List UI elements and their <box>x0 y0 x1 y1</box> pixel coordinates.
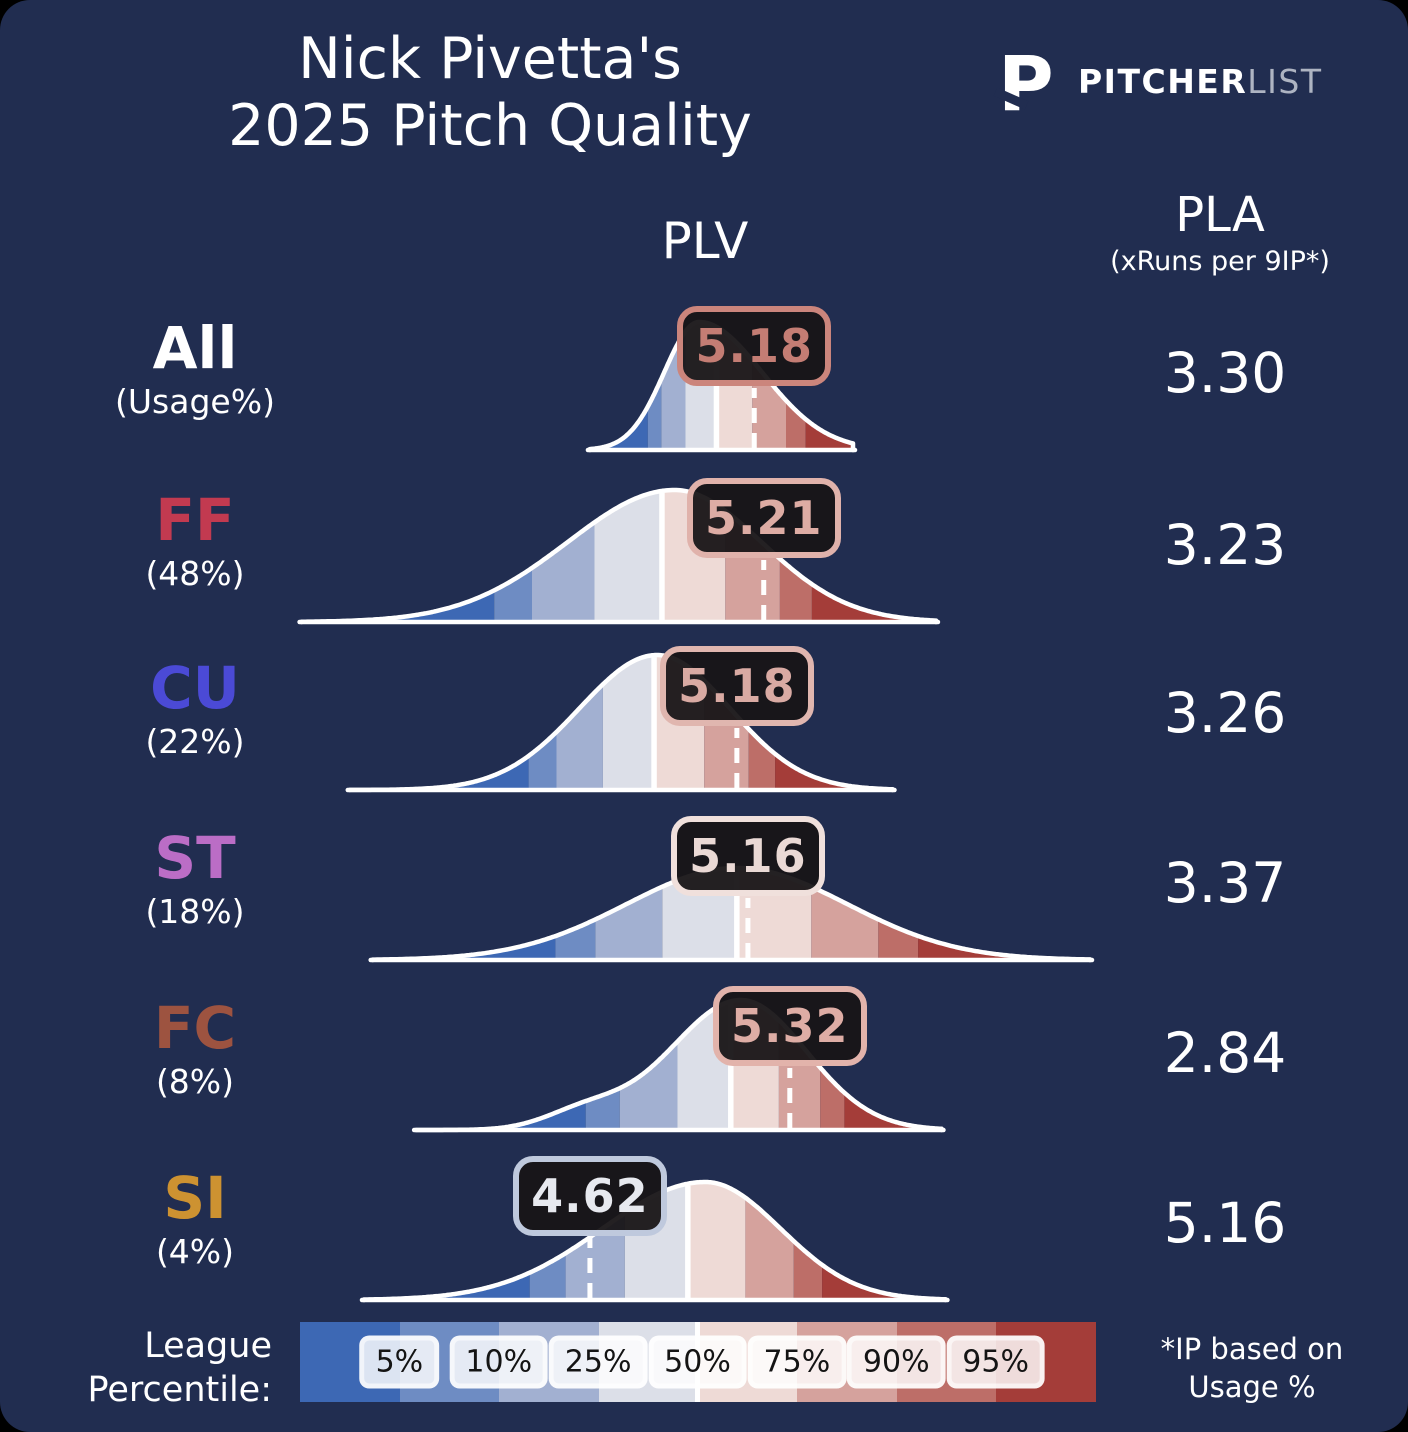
pitch-usage-label: (18%) <box>145 892 245 931</box>
density-band-fill <box>786 400 806 450</box>
density-band-fill <box>349 756 529 790</box>
pitch-usage-label: (48%) <box>145 554 245 593</box>
density-band-fill <box>528 732 557 790</box>
density-band-fill <box>602 655 655 790</box>
density-band-fill <box>372 936 556 960</box>
density-band-fill <box>364 1272 530 1300</box>
density-band-fill <box>775 753 893 790</box>
density-outline <box>299 487 939 625</box>
density-band-fill <box>687 1182 746 1300</box>
plv-density-plot <box>297 487 941 625</box>
pla-value: 2.84 <box>1163 1021 1287 1085</box>
density-band-fill <box>811 886 879 960</box>
density-band-fill <box>594 490 662 622</box>
density-band-fill <box>805 419 853 450</box>
pla-value: 3.23 <box>1163 513 1287 577</box>
density-band-fill <box>811 584 936 622</box>
legend-label: League Percentile: <box>87 1326 272 1411</box>
density-band-fill <box>844 1092 942 1130</box>
density-band-fill <box>822 1264 946 1300</box>
density-outline <box>413 997 944 1133</box>
pitcherlist-wordmark: PITCHERLIST <box>1078 62 1323 101</box>
density-band-fill <box>748 729 776 790</box>
density-band-fill <box>589 406 648 450</box>
page-title-line1: Nick Pivetta's <box>298 26 682 92</box>
plv-density-plot <box>359 1179 950 1303</box>
pitcherlist-logo: P PITCHERLIST <box>993 42 1398 128</box>
percentile-tick-chip: 25% <box>548 1335 648 1389</box>
density-band-fill <box>301 590 495 622</box>
density-band-fill <box>556 684 603 790</box>
pitch-code-label: ST <box>154 824 236 892</box>
pitch-code-label: CU <box>150 654 240 722</box>
density-band-fill <box>555 919 596 960</box>
pitch-code-label: SI <box>163 1164 227 1232</box>
plv-value-badge: 5.18 <box>677 306 832 386</box>
pitch-usage-label: (4%) <box>155 1232 235 1271</box>
pitch-code-label: All <box>152 314 238 382</box>
density-band-fill <box>529 1253 566 1300</box>
pitch-code-label: FF <box>155 486 235 554</box>
ip-footnote: *IP based on Usage % <box>1160 1332 1344 1404</box>
pla-value: 3.26 <box>1163 681 1287 745</box>
density-band-fill <box>793 1241 823 1300</box>
density-band-fill <box>918 936 1090 960</box>
plv-value-badge: 5.18 <box>659 646 814 726</box>
density-band-fill <box>779 558 812 622</box>
percentile-colorbar: 5% 10% 25% 50% 75% 90% 95% <box>300 1322 1096 1402</box>
pitch-usage-label: (8%) <box>155 1062 235 1101</box>
plv-value-badge: 4.62 <box>512 1156 667 1236</box>
density-band-fill <box>647 378 662 450</box>
pla-value: 5.16 <box>1163 1191 1287 1255</box>
pla-value: 3.37 <box>1163 851 1287 915</box>
page-title: Nick Pivetta's 2025 Pitch Quality <box>120 26 860 161</box>
percentile-tick-chip: 90% <box>846 1335 946 1389</box>
pla-value: 3.30 <box>1163 341 1287 405</box>
density-band-fill <box>619 1041 678 1130</box>
plv-value-badge: 5.32 <box>712 986 867 1066</box>
density-band-fill <box>532 522 595 622</box>
percentile-tick-chip: 10% <box>449 1335 549 1389</box>
pla-column-header: PLA (xRuns per 9IP*) <box>1090 190 1350 277</box>
pitch-usage-label: (22%) <box>145 722 245 761</box>
density-band-fill <box>595 886 663 960</box>
pitch-code-label: FC <box>153 994 237 1062</box>
pla-header-subtitle: (xRuns per 9IP*) <box>1110 246 1330 278</box>
page-title-line2: 2025 Pitch Quality <box>228 93 752 160</box>
density-band-fill <box>745 1197 794 1300</box>
pitcherlist-p-icon: P <box>993 42 1068 126</box>
plv-column-header: PLV <box>661 212 749 270</box>
pitch-usage-label: (Usage%) <box>115 382 275 421</box>
percentile-tick-chip: 50% <box>648 1335 747 1389</box>
density-band-fill <box>416 1101 586 1130</box>
density-band-fill <box>878 919 919 960</box>
density-band-fill <box>494 567 532 622</box>
density-band-fill <box>820 1067 845 1130</box>
percentile-tick-chip: 95% <box>946 1335 1045 1389</box>
plv-value-badge: 5.21 <box>686 478 841 558</box>
pla-header-label: PLA <box>1175 187 1265 243</box>
percentile-tick-chip: 75% <box>747 1335 847 1389</box>
plv-value-badge: 5.16 <box>670 816 825 896</box>
density-outline <box>347 652 895 793</box>
plv-density-plot <box>411 997 946 1133</box>
percentile-tick-chip: 5% <box>359 1335 440 1389</box>
